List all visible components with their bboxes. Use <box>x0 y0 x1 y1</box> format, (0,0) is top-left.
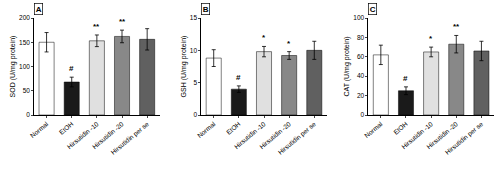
svg-text:Hirsutidin -10: Hirsutidin -10 <box>66 120 100 150</box>
svg-text:EtOH: EtOH <box>225 120 242 136</box>
svg-text:Normal: Normal <box>363 120 384 139</box>
svg-text:5: 5 <box>193 79 197 86</box>
svg-text:A: A <box>36 5 42 14</box>
svg-text:EtOH: EtOH <box>392 120 409 136</box>
svg-text:100: 100 <box>353 14 364 21</box>
svg-text:GSH (U/mg protein): GSH (U/mg protein) <box>180 36 188 98</box>
svg-text:**: ** <box>453 22 460 31</box>
svg-text:Hirsutidin -20: Hirsutidin -20 <box>91 120 125 150</box>
svg-text:0: 0 <box>26 111 30 118</box>
svg-text:150: 150 <box>19 39 30 46</box>
svg-text:Hirsutidin per se: Hirsutidin per se <box>277 120 318 157</box>
svg-text:60: 60 <box>357 53 365 60</box>
svg-text:*: * <box>262 33 266 42</box>
svg-text:20: 20 <box>357 92 365 99</box>
svg-text:Hirsutidin -20: Hirsutidin -20 <box>425 120 459 150</box>
svg-text:*: * <box>287 39 291 48</box>
svg-text:B: B <box>203 5 209 14</box>
svg-text:Hirsutidin -10: Hirsutidin -10 <box>233 120 267 150</box>
svg-text:#: # <box>236 73 241 82</box>
svg-text:Hirsutidin per se: Hirsutidin per se <box>109 120 150 157</box>
svg-text:EtOH: EtOH <box>58 120 75 136</box>
svg-text:50: 50 <box>23 87 31 94</box>
svg-text:Normal: Normal <box>29 120 50 139</box>
svg-text:Hirsutidin -10: Hirsutidin -10 <box>400 120 434 150</box>
svg-text:#: # <box>403 74 408 83</box>
svg-text:Hirsutidin -20: Hirsutidin -20 <box>258 120 292 150</box>
svg-text:80: 80 <box>357 34 365 41</box>
svg-text:*: * <box>429 34 433 43</box>
svg-text:200: 200 <box>19 14 30 21</box>
svg-text:15: 15 <box>190 14 198 21</box>
svg-text:0: 0 <box>361 111 365 118</box>
svg-text:10: 10 <box>190 47 198 54</box>
svg-text:Normal: Normal <box>196 120 217 139</box>
svg-text:40: 40 <box>357 72 365 79</box>
svg-text:**: ** <box>119 17 126 26</box>
svg-text:SOD (U/mg protein): SOD (U/mg protein) <box>9 36 17 98</box>
svg-text:**: ** <box>93 22 100 31</box>
svg-text:CAT (U/mg protein): CAT (U/mg protein) <box>343 36 351 96</box>
svg-text:C: C <box>370 5 376 14</box>
svg-text:Hirsutidin per se: Hirsutidin per se <box>444 120 485 157</box>
svg-text:#: # <box>69 64 74 73</box>
svg-text:0: 0 <box>193 111 197 118</box>
svg-text:100: 100 <box>19 63 30 70</box>
